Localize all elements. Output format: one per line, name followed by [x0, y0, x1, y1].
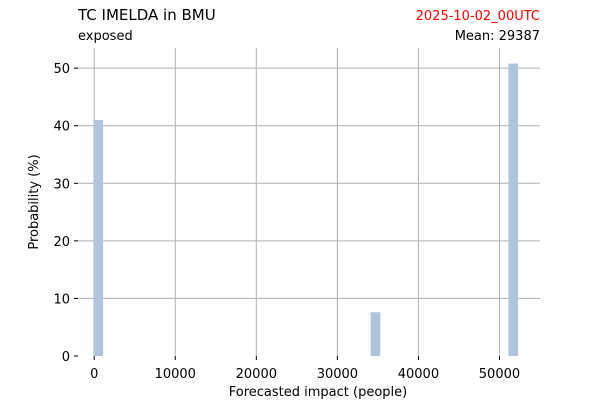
grid-lines: [78, 48, 540, 356]
x-tick-label: 0: [90, 367, 98, 382]
mean-label: Mean: 29387: [455, 29, 540, 44]
chart-title: TC IMELDA in BMU: [77, 6, 216, 24]
chart-subtitle: exposed: [78, 29, 133, 44]
histogram-bar: [508, 63, 519, 357]
y-tick-label: 20: [53, 235, 70, 250]
x-tick-label: 40000: [398, 367, 439, 382]
x-tick-label: 10000: [155, 367, 196, 382]
x-axis-label: Forecasted impact (people): [229, 385, 407, 400]
y-tick-label: 30: [53, 177, 70, 192]
y-tick-label: 40: [53, 120, 70, 135]
y-tick-label: 0: [62, 350, 70, 365]
forecast-timestamp: 2025-10-02_00UTC: [416, 9, 540, 24]
x-tick-label: 30000: [317, 367, 358, 382]
y-tick-label: 50: [53, 62, 70, 77]
axis-ticks: 0 10000 20000 30000 40000 50000 0 10 20 30 40 50: [53, 62, 520, 382]
bars: [93, 63, 519, 357]
histogram-bar: [370, 312, 381, 356]
histogram-bar: [93, 119, 104, 356]
y-axis-label: Probability (%): [27, 154, 42, 249]
y-tick-label: 10: [53, 292, 70, 307]
x-tick-label: 20000: [236, 367, 277, 382]
x-tick-label: 50000: [479, 367, 520, 382]
